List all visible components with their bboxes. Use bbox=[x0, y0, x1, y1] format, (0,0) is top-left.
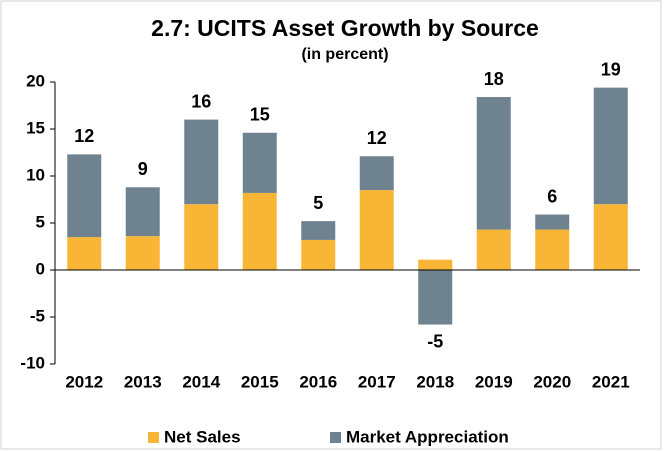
bar-segment bbox=[476, 97, 511, 230]
legend-label: Net Sales bbox=[164, 427, 241, 446]
y-tick-label: 0 bbox=[36, 259, 45, 278]
total-label: 6 bbox=[547, 186, 557, 206]
y-tick-label: 10 bbox=[26, 165, 45, 184]
x-tick-label: 2013 bbox=[124, 372, 162, 391]
bar-segment bbox=[535, 214, 570, 230]
bar-segment bbox=[67, 237, 102, 270]
x-tick-label: 2017 bbox=[358, 372, 396, 391]
bar-segment bbox=[125, 236, 160, 270]
x-tick-label: 2015 bbox=[241, 372, 279, 391]
bar-segment bbox=[593, 204, 628, 270]
bar-segment bbox=[242, 192, 277, 270]
total-label: -5 bbox=[427, 331, 443, 351]
total-label: 5 bbox=[313, 193, 323, 213]
chart-title: 2.7: UCITS Asset Growth by Source bbox=[151, 15, 539, 41]
total-label: 12 bbox=[367, 128, 387, 148]
bar-segment bbox=[184, 119, 219, 205]
x-tick-label: 2021 bbox=[592, 372, 630, 391]
y-tick-label: -10 bbox=[20, 353, 45, 372]
y-tick-label: 15 bbox=[26, 118, 45, 137]
total-label: 9 bbox=[138, 159, 148, 179]
bar-segment bbox=[593, 87, 628, 205]
bar-segment bbox=[301, 221, 336, 240]
bar-segment bbox=[301, 239, 336, 270]
y-tick-label: -5 bbox=[30, 306, 45, 325]
bar-segment bbox=[125, 187, 160, 237]
bar-segment bbox=[242, 132, 277, 193]
total-label: 16 bbox=[191, 91, 211, 111]
total-label: 12 bbox=[74, 126, 94, 146]
legend-swatch bbox=[148, 432, 159, 443]
x-tick-label: 2014 bbox=[182, 372, 220, 391]
legend-label: Market Appreciation bbox=[346, 427, 509, 446]
bar-segment bbox=[476, 229, 511, 270]
y-tick-label: 20 bbox=[26, 71, 45, 90]
bar-segment bbox=[418, 259, 453, 270]
x-tick-label: 2018 bbox=[416, 372, 454, 391]
total-label: 18 bbox=[484, 69, 504, 89]
total-label: 19 bbox=[601, 59, 621, 79]
y-tick-label: 5 bbox=[36, 212, 45, 231]
total-label: 15 bbox=[250, 105, 270, 125]
bar-segment bbox=[184, 204, 219, 270]
bar-segment bbox=[418, 270, 453, 325]
x-tick-label: 2016 bbox=[299, 372, 337, 391]
bar-segment bbox=[359, 190, 394, 270]
bar-segment bbox=[67, 154, 102, 238]
chart-subtitle: (in percent) bbox=[301, 46, 388, 63]
legend-swatch bbox=[330, 432, 341, 443]
bar-segment bbox=[359, 156, 394, 191]
x-tick-label: 2020 bbox=[533, 372, 571, 391]
x-tick-label: 2012 bbox=[65, 372, 103, 391]
x-tick-label: 2019 bbox=[475, 372, 513, 391]
bar-segment bbox=[535, 229, 570, 270]
